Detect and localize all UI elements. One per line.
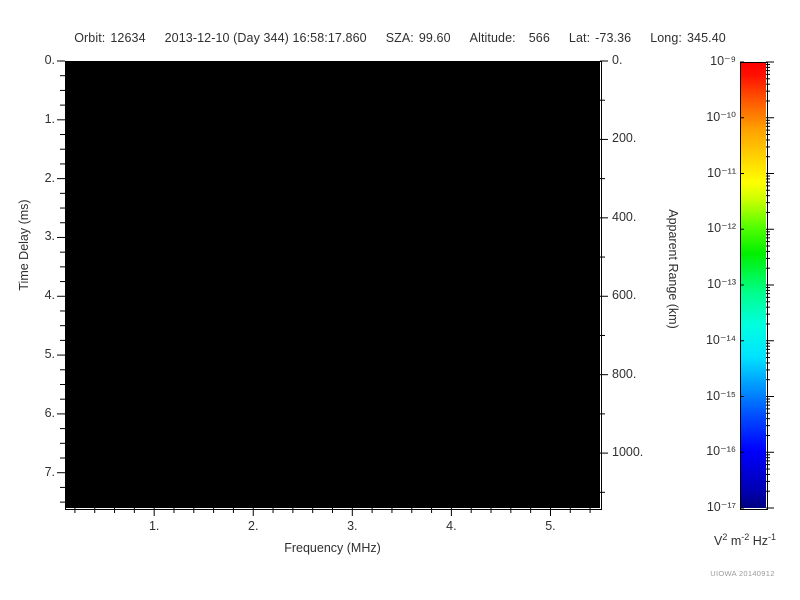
y-tick-label-2: 2.	[44, 170, 55, 185]
long-label: Long:	[650, 31, 682, 45]
lat-label: Lat:	[568, 31, 591, 45]
y2-tick-label-0: 0.	[612, 53, 623, 67]
y-tick-label-7: 7.	[44, 464, 55, 479]
units-v-exponent: 2	[722, 532, 728, 542]
colorbar-tick-label-4: 10⁻¹³	[707, 277, 736, 291]
y-tick-label-3: 3.	[44, 229, 55, 244]
y2-tick-label-1: 200.	[612, 131, 637, 146]
observation-datetime: 2013-12-10 (Day 344) 16:58:17.860	[164, 31, 367, 45]
orbit-value: 12634	[110, 31, 146, 45]
y2-tick-label-4: 800.	[612, 366, 637, 381]
y-axis-title-time-delay: Time Delay (ms)	[17, 199, 31, 291]
altitude-value: 566	[528, 31, 550, 45]
orbit-label: Orbit:	[74, 31, 106, 45]
colorbar-tick-label-2: 10⁻¹¹	[707, 165, 736, 180]
sza-value: 99.60	[418, 31, 451, 45]
units-m-exponent: -2	[741, 532, 750, 542]
y-tick-label-6: 6.	[44, 405, 55, 420]
units-m: m	[730, 534, 742, 549]
y-tick-label-4: 4.	[44, 288, 55, 303]
metadata-header: Orbit: 12634 2013-12-10 (Day 344) 16:58:17…	[0, 31, 800, 45]
units-hz-exponent: -1	[768, 532, 777, 542]
y-tick-label-5: 5.	[44, 347, 55, 362]
colorbar-gradient	[740, 62, 766, 508]
x-tick-label-0: 1.	[148, 519, 160, 533]
institution-watermark: UIOWA 20140912	[710, 569, 775, 578]
x-axis-title-frequency: Frequency (MHz)	[284, 541, 381, 555]
x-tick-label-1: 2.	[248, 519, 259, 533]
ionogram-canvas	[65, 61, 600, 508]
ionogram-heatmap-panel	[65, 61, 600, 508]
y-tick-label-1: 1.	[44, 111, 55, 126]
colorbar-tick-label-6: 10⁻¹⁵	[706, 388, 736, 403]
colorbar	[740, 62, 766, 508]
colorbar-tick-label-3: 10⁻¹²	[707, 221, 736, 236]
colorbar-units-label: V2 m-2 Hz-1	[690, 532, 800, 548]
x-tick-label-4: 5.	[545, 519, 556, 533]
y-axis-title-apparent-range: Apparent Range (km)	[666, 209, 680, 329]
units-v: V	[713, 534, 723, 549]
long-value: 345.40	[686, 31, 726, 45]
x-tick-label-2: 3.	[347, 519, 358, 533]
altitude-label: Altitude:	[469, 31, 516, 45]
colorbar-tick-label-7: 10⁻¹⁶	[706, 444, 736, 459]
colorbar-tick-label-8: 10⁻¹⁷	[706, 500, 736, 514]
sza-label: SZA:	[385, 31, 414, 45]
colorbar-tick-label-0: 10⁻⁹	[710, 54, 736, 68]
colorbar-tick-label-5: 10⁻¹⁴	[705, 332, 736, 347]
colorbar-tick-label-1: 10⁻¹⁰	[706, 109, 736, 124]
x-tick-label-3: 4.	[446, 519, 457, 533]
y2-tick-label-5: 1000.	[612, 445, 644, 460]
y2-tick-label-2: 400.	[612, 209, 637, 224]
lat-value: -73.36	[595, 31, 632, 45]
y2-tick-label-3: 600.	[612, 288, 637, 303]
y-tick-label-0: 0.	[44, 53, 55, 67]
units-hz: Hz	[752, 534, 769, 549]
